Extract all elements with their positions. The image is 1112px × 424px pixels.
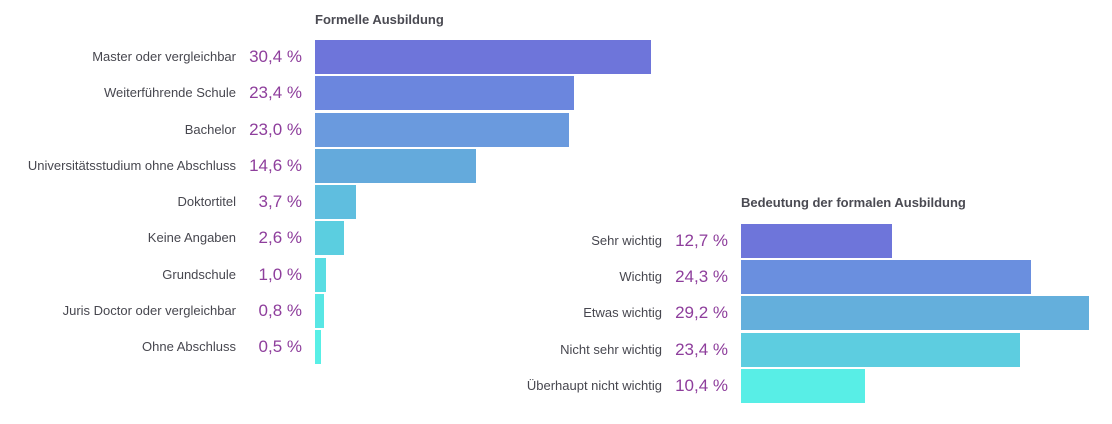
value-label: 2,6 % xyxy=(258,228,302,247)
value-label: 0,5 % xyxy=(258,337,302,356)
value-label: 12,7 % xyxy=(675,231,728,250)
bar xyxy=(315,113,569,147)
category-label-wrap: Bachelor xyxy=(0,113,236,147)
value-label: 10,4 % xyxy=(675,376,728,395)
value-label: 23,4 % xyxy=(249,83,302,102)
value-label: 14,6 % xyxy=(249,156,302,175)
category-label-wrap: Wichtig xyxy=(0,260,662,294)
category-label: Wichtig xyxy=(619,269,662,284)
category-label-wrap: Keine Angaben xyxy=(0,221,236,255)
category-label: Doktortitel xyxy=(177,194,236,209)
bar xyxy=(741,260,1031,294)
value-label: 1,0 % xyxy=(258,265,302,284)
bar xyxy=(741,369,865,403)
bar xyxy=(741,333,1020,367)
value-label: 23,4 % xyxy=(675,340,728,359)
category-label: Keine Angaben xyxy=(147,230,236,245)
bar xyxy=(315,294,324,328)
value-label: 0,8 % xyxy=(258,301,302,320)
bar xyxy=(741,224,892,258)
category-label: Weiterführende Schule xyxy=(103,85,236,100)
chart-title: Bedeutung der formalen Ausbildung xyxy=(741,195,966,210)
bar xyxy=(315,221,344,255)
category-label-wrap: Weiterführende Schule xyxy=(0,76,236,110)
category-label-wrap: Etwas wichtig xyxy=(0,296,662,330)
category-label-wrap: Ohne Abschluss xyxy=(0,330,236,364)
category-label: Überhaupt nicht wichtig xyxy=(526,378,662,393)
category-label: Sehr wichtig xyxy=(591,233,662,248)
bar xyxy=(315,40,651,74)
value-label: 30,4 % xyxy=(249,47,302,66)
bar xyxy=(315,149,476,183)
value-label: 24,3 % xyxy=(675,267,728,286)
category-label: Universitätsstudium ohne Abschluss xyxy=(27,158,236,173)
category-label-wrap: Überhaupt nicht wichtig xyxy=(0,369,662,403)
value-label: 3,7 % xyxy=(258,192,302,211)
chart-title: Formelle Ausbildung xyxy=(315,12,444,27)
category-label: Grundschule xyxy=(162,267,236,282)
category-label: Juris Doctor oder vergleichbar xyxy=(62,303,236,318)
category-label: Nicht sehr wichtig xyxy=(560,342,662,357)
category-label-wrap: Grundschule xyxy=(0,258,236,292)
bar xyxy=(741,296,1089,330)
category-label: Bachelor xyxy=(184,122,236,137)
category-label: Ohne Abschluss xyxy=(142,339,236,354)
bar xyxy=(315,330,321,364)
category-label: Etwas wichtig xyxy=(583,305,662,320)
value-label: 29,2 % xyxy=(675,303,728,322)
bar xyxy=(315,76,574,110)
category-label-wrap: Universitätsstudium ohne Abschluss xyxy=(0,149,236,183)
category-label-wrap: Master oder vergleichbar xyxy=(0,40,236,74)
category-label-wrap: Doktortitel xyxy=(0,185,236,219)
bar xyxy=(315,185,356,219)
value-label: 23,0 % xyxy=(249,120,302,139)
category-label-wrap: Sehr wichtig xyxy=(0,224,662,258)
bar xyxy=(315,258,326,292)
category-label-wrap: Nicht sehr wichtig xyxy=(0,333,662,367)
category-label: Master oder vergleichbar xyxy=(92,49,236,64)
category-label-wrap: Juris Doctor oder vergleichbar xyxy=(0,294,236,328)
